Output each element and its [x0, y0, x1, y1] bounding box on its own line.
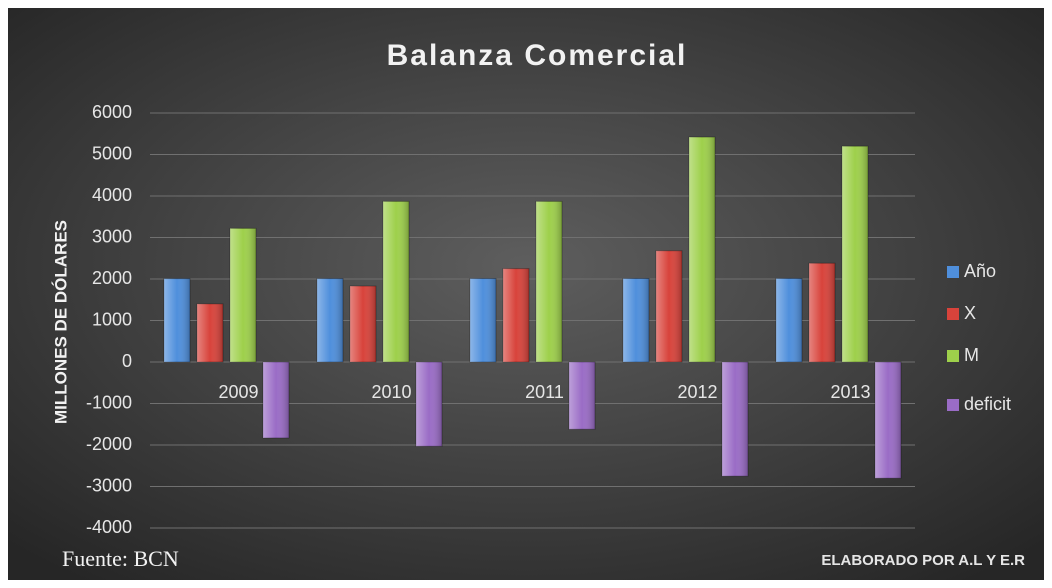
bar	[841, 145, 869, 363]
legend-swatch	[947, 399, 959, 411]
bar	[382, 200, 410, 363]
y-tick-label: 0	[122, 351, 132, 371]
bar	[415, 361, 443, 447]
bar	[535, 200, 563, 363]
y-axis-label: MILLONES DE DÓLARES	[51, 220, 70, 424]
chart-title: Balanza Comercial	[387, 39, 688, 72]
legend-label: X	[964, 303, 976, 323]
bar	[502, 268, 530, 363]
x-tick-label: 2009	[218, 382, 258, 402]
bar	[568, 361, 596, 430]
y-tick-label: 1000	[92, 309, 132, 329]
y-tick-label: -1000	[86, 392, 132, 412]
bar	[721, 361, 749, 477]
x-tick-label: 2011	[525, 382, 564, 402]
bar	[262, 361, 290, 439]
y-tick-label: 4000	[92, 185, 132, 205]
y-tick-label: -4000	[86, 517, 132, 537]
bar	[163, 278, 191, 363]
y-tick-label: -2000	[86, 434, 132, 454]
bar	[469, 278, 497, 363]
legend-swatch	[947, 266, 959, 278]
credit: ELABORADO POR A.L Y E.R	[821, 552, 1025, 569]
y-tick-label: 6000	[92, 102, 132, 122]
bar	[229, 227, 257, 363]
bar	[808, 262, 836, 363]
y-tick-label: -3000	[86, 475, 132, 495]
x-tick-label: 2013	[830, 382, 870, 402]
bar	[622, 278, 650, 363]
bar	[316, 278, 344, 363]
bar	[655, 250, 683, 363]
bar	[196, 303, 224, 363]
bar	[775, 277, 803, 363]
legend-label: Año	[964, 261, 996, 281]
legend-label: M	[964, 345, 979, 365]
x-tick-label: 2010	[371, 382, 411, 402]
x-tick-label: 2012	[677, 382, 717, 402]
bar	[874, 361, 902, 479]
y-tick-label: 3000	[92, 226, 132, 246]
source: Fuente: BCN	[62, 546, 179, 571]
legend-swatch	[947, 350, 959, 362]
legend-swatch	[947, 308, 959, 320]
y-tick-label: 5000	[92, 143, 132, 163]
bar	[688, 136, 716, 363]
bar	[349, 285, 377, 363]
legend-label: deficit	[964, 394, 1011, 414]
y-tick-label: 2000	[92, 268, 132, 288]
